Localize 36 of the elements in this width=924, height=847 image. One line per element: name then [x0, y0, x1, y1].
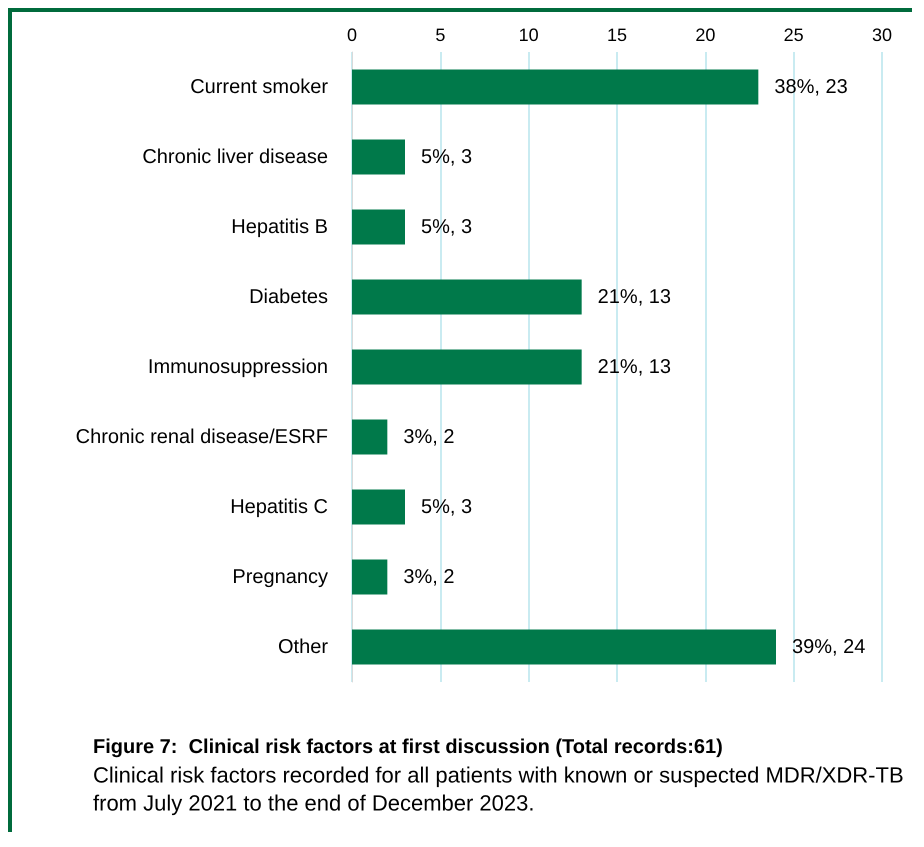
y-tick-label: Chronic liver disease — [142, 146, 328, 168]
bar — [352, 630, 776, 664]
text: Clinical risk factors recorded for all patients with known or suspected MDR/XDR-TB from July 2021 to the end of December 2023. — [93, 762, 910, 816]
y-tick-label: Hepatitis B — [231, 216, 328, 238]
data-label: 21%, 13 — [598, 356, 672, 378]
y-tick-label: Pregnancy — [232, 566, 328, 588]
bar — [352, 560, 388, 594]
data-label: 39%, 24 — [792, 636, 866, 658]
bar — [352, 420, 388, 454]
data-label: 21%, 13 — [598, 286, 672, 308]
data-label: 5%, 3 — [421, 496, 472, 518]
text: Figure 7: Clinical risk factors at first discussion (Total records:61) — [93, 736, 723, 758]
x-tick-label: 20 — [695, 25, 716, 45]
x-tick-label: 5 — [435, 25, 446, 45]
bar — [352, 70, 758, 104]
bar — [352, 350, 582, 384]
y-tick-label: Other — [278, 636, 328, 658]
x-tick-label: 10 — [518, 25, 539, 45]
x-tick-label: 25 — [784, 25, 804, 45]
bar — [352, 140, 405, 174]
y-tick-label: Chronic renal disease/ESRF — [76, 426, 328, 448]
x-tick-label: 0 — [346, 25, 358, 45]
x-tick-label: 15 — [606, 25, 628, 45]
y-tick-label: Current smoker — [190, 76, 328, 98]
bar — [352, 280, 582, 314]
y-tick-label: Hepatitis C — [230, 496, 328, 518]
y-tick-label: Diabetes — [249, 286, 328, 308]
y-tick-label: Immunosuppression — [148, 356, 328, 378]
data-label: 3%, 2 — [403, 566, 454, 588]
data-label: 3%, 2 — [403, 426, 454, 448]
bar — [352, 490, 405, 524]
x-tick-label: 30 — [872, 25, 892, 45]
data-label: 38%, 23 — [774, 76, 848, 98]
data-label: 5%, 3 — [421, 216, 472, 238]
bar — [352, 210, 405, 244]
data-label: 5%, 3 — [421, 146, 472, 168]
